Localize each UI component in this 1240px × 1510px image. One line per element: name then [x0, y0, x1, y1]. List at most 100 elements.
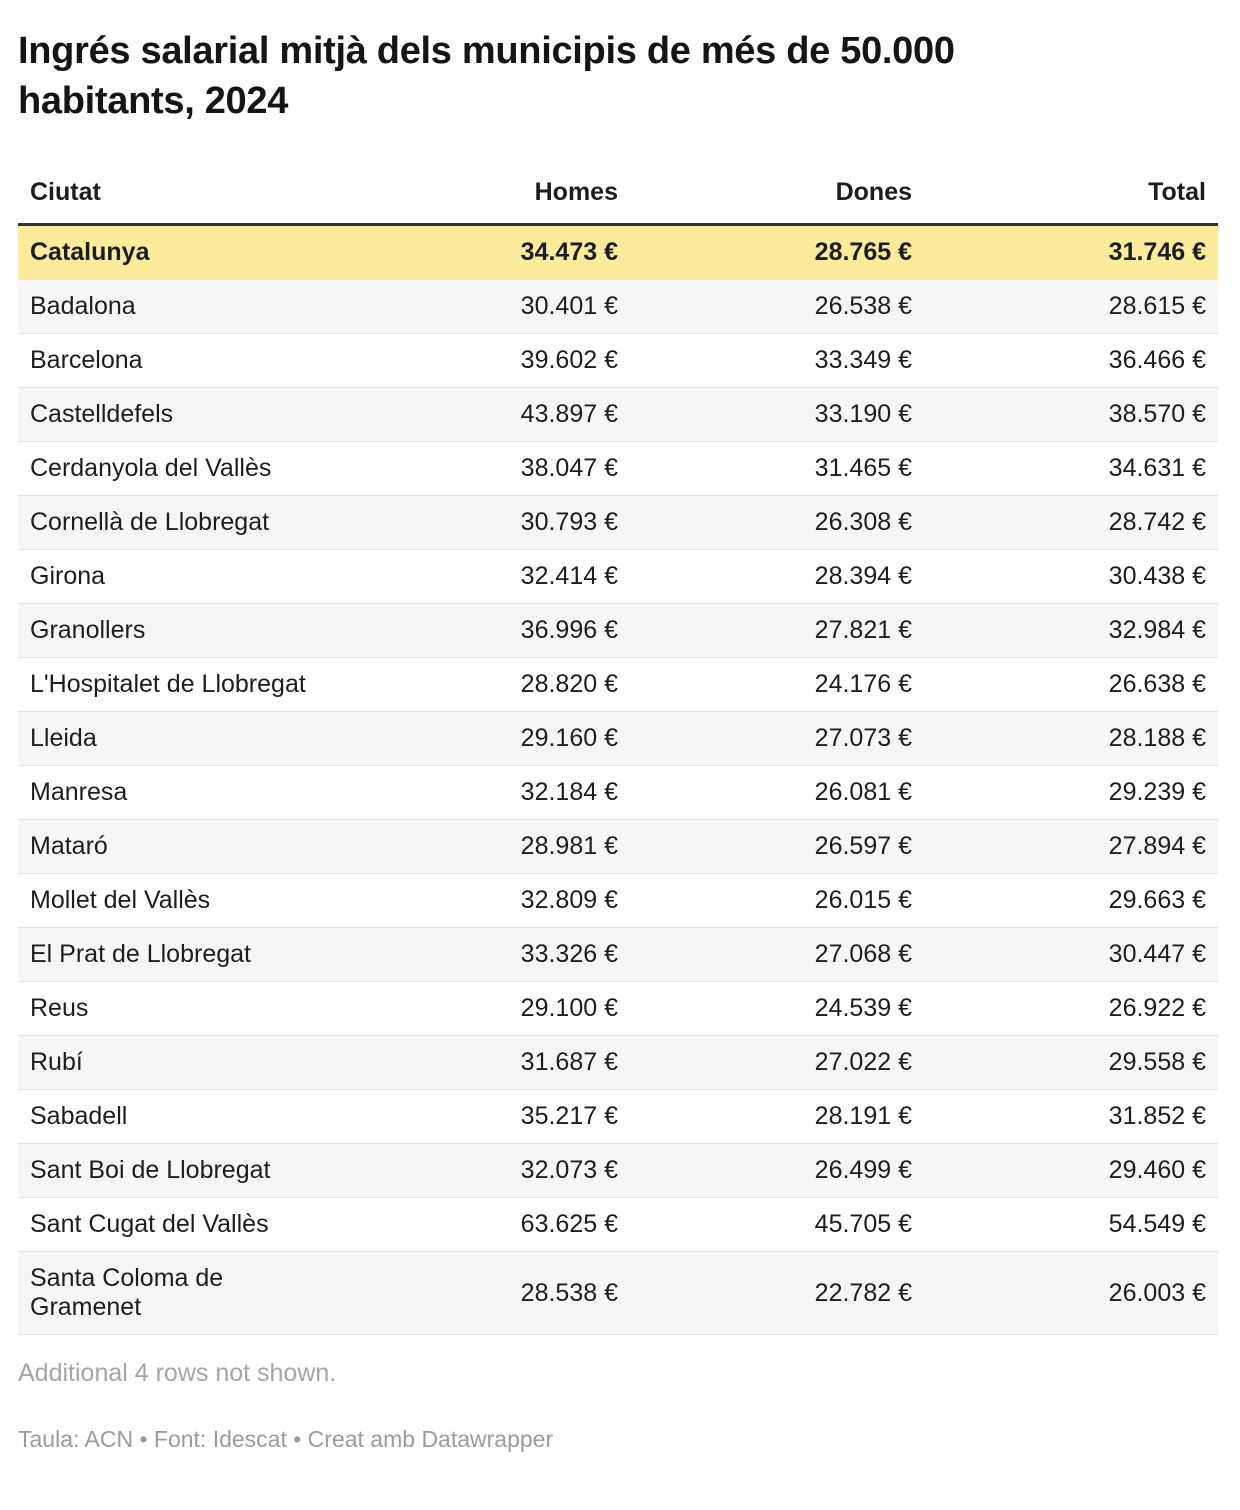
- total-value-cell: 30.447 €: [924, 927, 1218, 983]
- homes-value-cell: 30.401 €: [324, 279, 630, 335]
- city-cell: Cornellà de Llobregat: [18, 495, 324, 551]
- dones-value-cell: 31.465 €: [630, 441, 924, 497]
- dones-value-cell: 22.782 €: [630, 1251, 924, 1336]
- homes-value-cell: 28.820 €: [324, 657, 630, 713]
- table-row: Mataró 28.981 €26.597 €27.894 €: [18, 819, 1218, 875]
- homes-value-cell: 63.625 €: [324, 1197, 630, 1253]
- table-row: Reus 29.100 €24.539 €26.922 €: [18, 981, 1218, 1037]
- city-cell: Granollers: [18, 603, 324, 659]
- homes-value-cell: 28.538 €: [324, 1251, 630, 1336]
- rows-not-shown-note: Additional 4 rows not shown.: [18, 1359, 337, 1388]
- city-cell: Sabadell: [18, 1089, 324, 1145]
- total-value-cell: 29.663 €: [924, 873, 1218, 929]
- homes-value-cell: 32.414 €: [324, 549, 630, 605]
- table-row: Mollet del Vallès 32.809 €26.015 €29.663 …: [18, 873, 1218, 929]
- table-row: Cornellà de Llobregat 30.793 €26.308 €28.…: [18, 495, 1218, 551]
- city-cell: El Prat de Llobregat: [18, 927, 324, 983]
- total-value-cell: 31.746 €: [924, 224, 1218, 281]
- table-row: Barcelona 39.602 €33.349 €36.466 €: [18, 333, 1218, 389]
- table-row: Rubí 31.687 €27.022 €29.558 €: [18, 1035, 1218, 1091]
- table-header: Ciutat Homes Dones Total: [18, 156, 1218, 227]
- total-value-cell: 28.188 €: [924, 711, 1218, 767]
- total-value-cell: 30.438 €: [924, 549, 1218, 605]
- city-cell: Sant Boi de Llobregat: [18, 1143, 324, 1199]
- total-value-cell: 28.615 €: [924, 279, 1218, 335]
- table-row: Sant Boi de Llobregat 32.073 €26.499 €29.…: [18, 1143, 1218, 1199]
- city-cell: Castelldefels: [18, 387, 324, 443]
- dones-value-cell: 24.176 €: [630, 657, 924, 713]
- homes-value-cell: 43.897 €: [324, 387, 630, 443]
- table-row: Granollers 36.996 €27.821 €32.984 €: [18, 603, 1218, 659]
- city-cell: Rubí: [18, 1035, 324, 1091]
- dones-value-cell: 26.015 €: [630, 873, 924, 929]
- dones-value-cell: 26.538 €: [630, 279, 924, 335]
- total-value-cell: 31.852 €: [924, 1089, 1218, 1145]
- dones-value-cell: 28.765 €: [630, 224, 924, 281]
- table-row: Manresa 32.184 €26.081 €29.239 €: [18, 765, 1218, 821]
- table-body: Catalunya 34.473 €28.765 €31.746 € Badalon…: [18, 224, 1218, 1336]
- dones-value-cell: 33.349 €: [630, 333, 924, 389]
- dones-value-cell: 27.073 €: [630, 711, 924, 767]
- dones-value-cell: 27.821 €: [630, 603, 924, 659]
- homes-value-cell: 28.981 €: [324, 819, 630, 875]
- city-cell: Santa Coloma de Gramenet: [18, 1251, 324, 1336]
- city-cell: Mataró: [18, 819, 324, 875]
- city-cell: Catalunya: [18, 224, 324, 281]
- total-value-cell: 29.239 €: [924, 765, 1218, 821]
- dones-value-cell: 24.539 €: [630, 981, 924, 1037]
- table-row: Cerdanyola del Vallès 38.047 €31.465 €34.…: [18, 441, 1218, 497]
- header-row: Ciutat Homes Dones Total: [18, 156, 1218, 227]
- total-value-cell: 26.003 €: [924, 1251, 1218, 1336]
- city-cell: Reus: [18, 981, 324, 1037]
- homes-value-cell: 35.217 €: [324, 1089, 630, 1145]
- homes-value-cell: 38.047 €: [324, 441, 630, 497]
- city-cell: Lleida: [18, 711, 324, 767]
- total-value-cell: 38.570 €: [924, 387, 1218, 443]
- city-cell: Sant Cugat del Vallès: [18, 1197, 324, 1253]
- city-cell: Manresa: [18, 765, 324, 821]
- dones-value-cell: 28.191 €: [630, 1089, 924, 1145]
- total-value-cell: 29.460 €: [924, 1143, 1218, 1199]
- dones-value-cell: 27.022 €: [630, 1035, 924, 1091]
- dones-value-cell: 28.394 €: [630, 549, 924, 605]
- homes-value-cell: 29.100 €: [324, 981, 630, 1037]
- table-row: Lleida 29.160 €27.073 €28.188 €: [18, 711, 1218, 767]
- city-cell: Badalona: [18, 279, 324, 335]
- column-header-homes: Homes: [324, 156, 630, 227]
- dones-value-cell: 26.081 €: [630, 765, 924, 821]
- city-cell: Girona: [18, 549, 324, 605]
- dones-value-cell: 45.705 €: [630, 1197, 924, 1253]
- table-row-highlight: Catalunya 34.473 €28.765 €31.746 €: [18, 224, 1218, 281]
- dones-value-cell: 26.308 €: [630, 495, 924, 551]
- total-value-cell: 32.984 €: [924, 603, 1218, 659]
- chart-title: Ingrés salarial mitjà dels municipis de …: [18, 30, 955, 123]
- column-header-total: Total: [924, 156, 1218, 227]
- total-value-cell: 36.466 €: [924, 333, 1218, 389]
- dones-value-cell: 27.068 €: [630, 927, 924, 983]
- total-value-cell: 27.894 €: [924, 819, 1218, 875]
- total-value-cell: 29.558 €: [924, 1035, 1218, 1091]
- table-row: L'Hospitalet de Llobregat 28.820 €24.176 …: [18, 657, 1218, 713]
- city-cell: Barcelona: [18, 333, 324, 389]
- table-row: Sant Cugat del Vallès 63.625 €45.705 €54.…: [18, 1197, 1218, 1253]
- table-row: Badalona 30.401 €26.538 €28.615 €: [18, 279, 1218, 335]
- city-cell: L'Hospitalet de Llobregat: [18, 657, 324, 713]
- attribution-footer: Taula: ACN • Font: Idescat • Creat amb D…: [18, 1426, 554, 1453]
- city-cell: Cerdanyola del Vallès: [18, 441, 324, 497]
- salary-table: Ciutat Homes Dones Total Catalunya 34.473…: [18, 156, 1218, 1336]
- homes-value-cell: 33.326 €: [324, 927, 630, 983]
- city-cell: Mollet del Vallès: [18, 873, 324, 929]
- homes-value-cell: 34.473 €: [324, 224, 630, 281]
- homes-value-cell: 32.073 €: [324, 1143, 630, 1199]
- total-value-cell: 26.922 €: [924, 981, 1218, 1037]
- table-row: El Prat de Llobregat 33.326 €27.068 €30.4…: [18, 927, 1218, 983]
- homes-value-cell: 32.184 €: [324, 765, 630, 821]
- homes-value-cell: 30.793 €: [324, 495, 630, 551]
- total-value-cell: 54.549 €: [924, 1197, 1218, 1253]
- table-row: Castelldefels 43.897 €33.190 €38.570 €: [18, 387, 1218, 443]
- homes-value-cell: 36.996 €: [324, 603, 630, 659]
- homes-value-cell: 31.687 €: [324, 1035, 630, 1091]
- homes-value-cell: 32.809 €: [324, 873, 630, 929]
- column-header-dones: Dones: [630, 156, 924, 227]
